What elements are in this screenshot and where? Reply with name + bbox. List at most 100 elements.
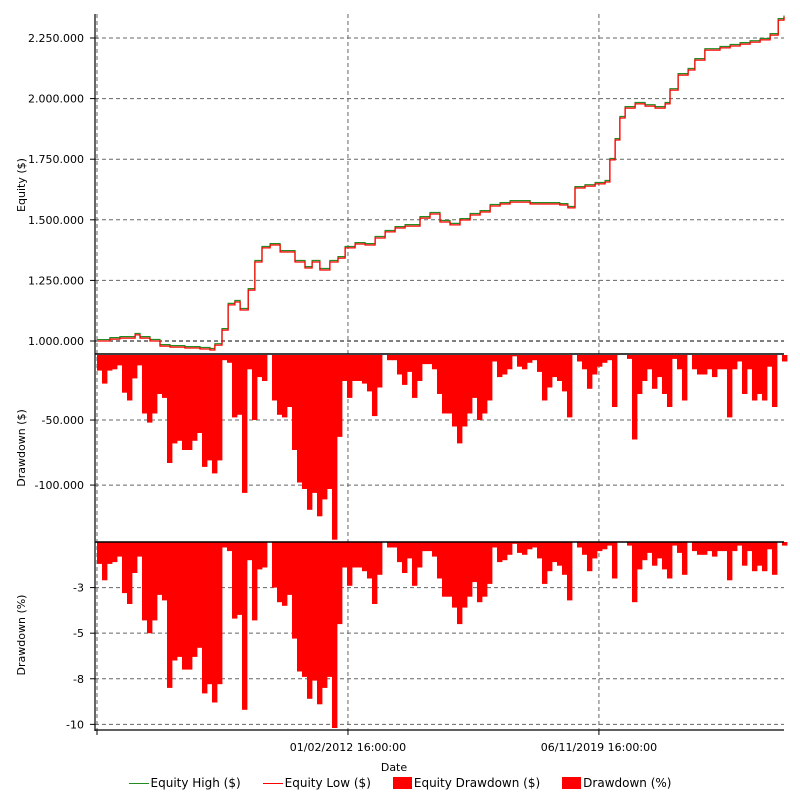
drawdown-percent-bar [462, 542, 468, 608]
drawdown-percent-bar [562, 542, 568, 575]
drawdown-dollar-bar [422, 355, 428, 365]
drawdown-percent-bar [467, 542, 473, 597]
drawdown-dollar-bar [597, 355, 603, 367]
drawdown-percent-bar [412, 542, 418, 586]
drawdown-dollar-bar [177, 355, 183, 441]
drawdown-percent-bar [452, 542, 458, 608]
drawdown-dollar-bar [437, 355, 443, 394]
drawdown-percent-bar [342, 542, 348, 568]
axes [90, 14, 784, 735]
drawdown-dollar-bar [162, 355, 168, 398]
drawdown-dollar-bar [297, 355, 303, 483]
drawdown-percent-bar [147, 542, 153, 634]
drawdown-percent-bar [532, 542, 538, 548]
drawdown-dollar-bar [752, 355, 758, 401]
drawdown-percent-bar [237, 542, 243, 615]
drawdown-percent-bar [557, 542, 563, 566]
drawdown-dollar-bar [467, 355, 473, 414]
drawdown-dollar-bar [647, 355, 653, 370]
drawdown-dollar-bar [632, 355, 638, 440]
drawdown-dollar-bar [127, 355, 133, 401]
drawdown-percent-bar [722, 542, 728, 552]
drawdown-percent-bar [112, 542, 118, 563]
legend-item-equity-high[interactable]: Equity High ($) [128, 776, 241, 790]
drawdown-percent-bar [767, 542, 773, 550]
drawdown-dollar-bar [682, 355, 688, 401]
drawdown-percent-bar [262, 542, 268, 568]
drawdown-percent-bar [257, 542, 263, 570]
drawdown-percent-bar [417, 542, 423, 568]
drawdown-dollar-bar [342, 355, 348, 381]
drawdown-dollar-bar [322, 355, 328, 500]
drawdown-dollar-bar [97, 355, 103, 371]
drawdown-dollar-bar [717, 355, 723, 370]
legend-item-drawdown-percent[interactable]: Drawdown (%) [562, 776, 671, 790]
drawdown-dollar-bar [657, 355, 663, 378]
drawdown-percent-bar [522, 542, 528, 555]
drawdown-dollar-bar [482, 355, 488, 414]
drawdown-percent-bar [397, 542, 403, 563]
drawdown-percent-bar [587, 542, 593, 572]
drawdown-dollar-bar [667, 355, 673, 407]
drawdown-dollar-bar [772, 355, 778, 407]
drawdown-dollar-bar [697, 355, 703, 375]
drawdown-dollar-bar [537, 355, 543, 372]
drawdown-dollar-bar [652, 355, 658, 389]
drawdown-percent-bar [287, 542, 293, 595]
y-tick-label: 2.000.000 [28, 93, 84, 106]
drawdown-percent-bar [192, 542, 198, 657]
drawdown-dollar-bar [187, 355, 193, 450]
y-tick-label: 2.250.000 [28, 32, 84, 45]
drawdown-dollar-bar [452, 355, 458, 427]
drawdown-dollar-bar [377, 355, 383, 388]
drawdown-percent-bar [187, 542, 193, 670]
y-tick-label: -5 [73, 627, 84, 640]
drawdown-dollar-bar [327, 355, 333, 489]
drawdown-percent-bar [647, 542, 653, 553]
drawdown-percent-bar [447, 542, 453, 597]
equity-axis-title: Equity ($) [15, 158, 28, 212]
legend-label: Drawdown (%) [583, 776, 672, 790]
drawdown-percent-bar [102, 542, 108, 581]
drawdown-dollar-bar [222, 355, 228, 361]
drawdown-dollar-bar [722, 355, 728, 370]
drawdown-dollar-bar [742, 355, 748, 394]
drawdown-percent-bar [377, 542, 383, 575]
drawdown-dollar-bar [497, 355, 503, 378]
drawdown-percent-bar [327, 542, 333, 677]
legend-item-equity-low[interactable]: Equity Low ($) [262, 776, 371, 790]
drawdown-percent-bar [592, 542, 598, 559]
drawdown-dollar-bar [747, 355, 753, 370]
drawdown-percent-bar [357, 542, 363, 568]
drawdown-dollar-bar [152, 355, 158, 414]
drawdown-percent-bar [672, 542, 678, 546]
drawdown-dollar-bar [227, 355, 233, 363]
drawdown-percent-bar [437, 542, 443, 579]
legend-item-equity-drawdown[interactable]: Equity Drawdown ($) [392, 776, 540, 790]
drawdown-dollar-bar [237, 355, 243, 415]
y-tick-label: -3 [73, 582, 84, 595]
drawdown-percent-bar [757, 542, 763, 566]
drawdown-percent-bar [657, 542, 663, 559]
drawdown-dollar-bar [427, 355, 433, 365]
drawdown-dollar-bar [137, 355, 143, 366]
drawdown-percent-bar [677, 542, 683, 553]
drawdown-percent-bar [727, 542, 733, 581]
drawdown-percent-bar [502, 542, 508, 561]
drawdown-percent-bar [367, 542, 373, 579]
drawdown-percent-bar [442, 542, 448, 597]
drawdown-percent-bar [527, 542, 533, 550]
drawdown-percent-bar [492, 542, 498, 548]
drawdown-percent-bar [707, 542, 713, 552]
drawdown-percent-bar [472, 542, 478, 583]
legend-label: Equity High ($) [150, 776, 241, 790]
drawdown-dollar-bar [287, 355, 293, 407]
drawdown-dollar-bar [637, 355, 643, 394]
drawdown-dollar-bar [552, 355, 558, 378]
drawdown-percent-bar [172, 542, 178, 661]
drawdown-dollar-bar [147, 355, 153, 423]
drawdown-dollar-bar [332, 355, 338, 540]
drawdown-dollar-bar [762, 355, 768, 401]
drawdown-percent-bar [537, 542, 543, 559]
